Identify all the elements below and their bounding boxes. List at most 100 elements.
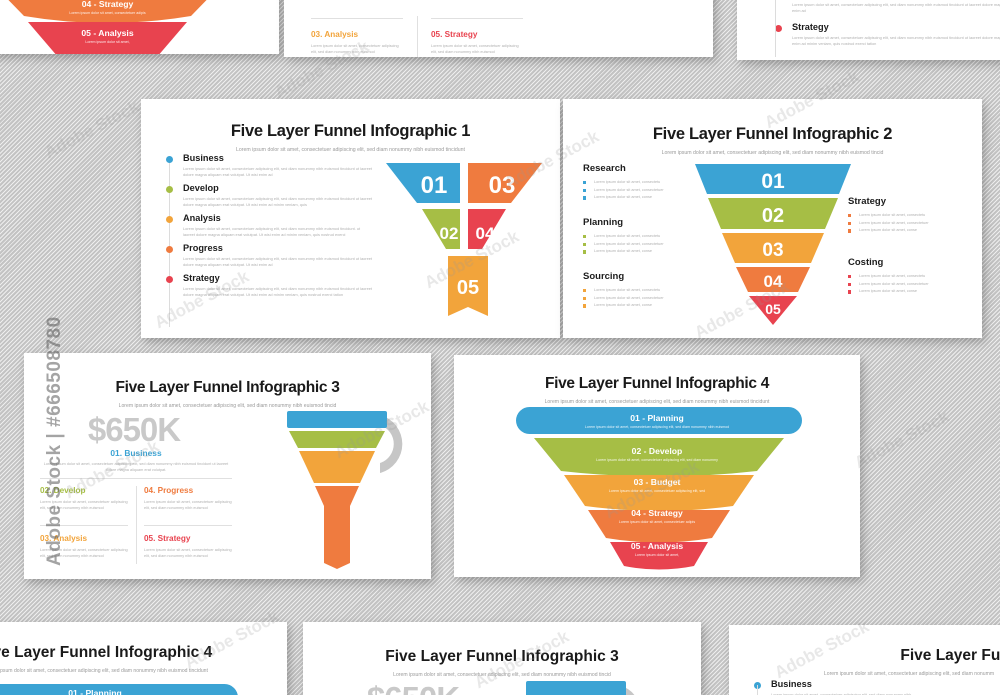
card1-item-list: Business Lorem ipsum dolor sit amet, con… xyxy=(163,153,373,327)
card1-funnel-number-03: 03 xyxy=(489,172,516,199)
card-infographic-2: Five Layer Funnel Infographic 2 Lorem ip… xyxy=(563,99,982,338)
card2-block-sourcing[interactable]: Sourcing Lorem ipsum dolor sit amet, con… xyxy=(583,271,695,311)
bullet-square-icon xyxy=(583,296,587,300)
divider xyxy=(144,525,232,526)
partial-tm-cell: 03. Analysis Lorem ipsum dolor sit amet,… xyxy=(311,30,401,56)
card1-funnel-number-01: 01 xyxy=(421,172,448,199)
card2-funnel-graphic: 01 02 03 04 05 xyxy=(695,164,851,325)
bullet-square-icon xyxy=(583,304,587,308)
card1-item-text: Lorem ipsum dolor sit amet, consectetuer… xyxy=(183,196,373,208)
bullet-dot-icon xyxy=(166,156,173,163)
partial-tr-item: Strategy Lorem ipsum dolor sit amet, con… xyxy=(772,22,1000,47)
card2-bullet: Lorem ipsum dolor sit amet, conse xyxy=(848,289,960,294)
card1-item-text: Lorem ipsum dolor sit amet, consectetuer… xyxy=(183,226,361,238)
card3-lead-block[interactable]: 01. Business Lorem ipsum dolor sit amet,… xyxy=(38,448,234,473)
partial-card-top-middle: 03. Analysis Lorem ipsum dolor sit amet,… xyxy=(284,0,713,57)
bullet-square-icon xyxy=(583,181,587,185)
partial-tl-layer5-text: Lorem ipsum dolor sit amet, xyxy=(85,40,130,44)
timeline-line xyxy=(775,0,777,57)
partial-br-subtitle: Lorem ipsum dolor sit amet, consectetuer… xyxy=(823,671,995,677)
card1-list-item[interactable]: Strategy Lorem ipsum dolor sit amet, con… xyxy=(163,273,373,298)
card3-big-number: $650K xyxy=(87,411,181,448)
card2-funnel-number-02: 02 xyxy=(762,205,784,227)
card1-list-item[interactable]: Progress Lorem ipsum dolor sit amet, con… xyxy=(163,243,373,268)
partial-card-bottom-left: Five Layer Funnel Infographic 4 Lorem ip… xyxy=(0,622,287,695)
timeline-line xyxy=(757,685,759,695)
partial-tm-cell: 05. Strategy Lorem ipsum dolor sit amet,… xyxy=(431,30,521,56)
partial-tl-layer5-label: 05 - Analysis xyxy=(81,28,134,38)
card3-title: Five Layer Funnel Infographic 3 xyxy=(115,379,340,396)
card3-cell-label: 05. Strategy xyxy=(144,534,191,543)
card3-cell-strategy[interactable]: 05. Strategy Lorem ipsum dolor sit amet,… xyxy=(144,534,234,560)
divider xyxy=(40,478,232,479)
partial-tm-cell-text: Lorem ipsum dolor sit amet, consectetuer… xyxy=(431,44,519,54)
bullet-square-icon xyxy=(583,196,587,200)
card1-funnel-graphic: 01 03 02 04 05 xyxy=(386,163,542,316)
card1-item-text: Lorem ipsum dolor sit amet, consectetuer… xyxy=(183,256,373,268)
partial-card-bottom-middle: Five Layer Funnel Infographic 3 Lorem ip… xyxy=(303,622,701,695)
card1-funnel-number-04: 04 xyxy=(476,224,495,243)
partial-bm-big-number: $650K xyxy=(358,680,468,695)
card2-title: Five Layer Funnel Infographic 2 xyxy=(652,125,893,143)
bullet-dot-icon xyxy=(166,186,173,194)
bullet-dot-icon xyxy=(775,25,782,32)
card3-lead-label: 01. Business xyxy=(110,448,162,458)
partial-br-item-label: Business xyxy=(771,679,812,689)
bullet-dot-icon xyxy=(166,216,173,224)
card1-title: Five Layer Funnel Infographic 1 xyxy=(230,122,471,140)
card2-bullet: Lorem ipsum dolor sit amet, consectetuer xyxy=(583,242,695,246)
divider xyxy=(311,18,403,19)
card1-subtitle: Lorem ipsum dolor sit amet, consectetuer… xyxy=(236,147,465,153)
bullet-square-icon xyxy=(583,188,587,192)
card3-funnel-graphic xyxy=(287,411,403,569)
card2-bullet: Lorem ipsum dolor sit amet, conse xyxy=(848,228,960,233)
divider xyxy=(431,18,523,19)
partial-tm-cell-label: 03. Analysis xyxy=(311,30,359,39)
bullet-square-icon xyxy=(583,242,587,246)
card3-cell-progress[interactable]: 04. Progress Lorem ipsum dolor sit amet,… xyxy=(144,486,234,512)
card2-bullet: Lorem ipsum dolor sit amet, consectetu xyxy=(848,274,960,279)
bullet-dot-icon xyxy=(166,276,173,284)
card2-block-label: Planning xyxy=(583,217,624,228)
partial-tl-layer4-text: Lorem ipsum dolor sit amet, consectetuer… xyxy=(69,11,146,15)
card1-list-item[interactable]: Business Lorem ipsum dolor sit amet, con… xyxy=(163,153,373,178)
partial-bl-title: Five Layer Funnel Infographic 4 xyxy=(0,644,213,661)
card2-funnel-number-05: 05 xyxy=(765,301,781,317)
card3-cell-text: Lorem ipsum dolor sit amet, consectetuer… xyxy=(40,500,128,510)
card1-item-label: Analysis xyxy=(183,213,221,224)
card2-block-planning[interactable]: Planning Lorem ipsum dolor sit amet, con… xyxy=(583,217,695,257)
partial-tl-layer4-label: 04 - Strategy xyxy=(81,0,134,9)
card2-block-strategy[interactable]: Strategy Lorem ipsum dolor sit amet, con… xyxy=(848,196,960,236)
card1-list-item[interactable]: Analysis Lorem ipsum dolor sit amet, con… xyxy=(163,213,373,238)
partial-tr-item-label: Strategy xyxy=(792,22,829,32)
card-infographic-3: Five Layer Funnel Infographic 3 Lorem ip… xyxy=(24,353,431,579)
divider xyxy=(40,525,128,526)
partial-br-title: Five Layer Funnel Infogra xyxy=(900,647,1000,664)
card3-cell-analysis[interactable]: 03. Analysis Lorem ipsum dolor sit amet,… xyxy=(40,534,130,560)
card2-bullet: Lorem ipsum dolor sit amet, consectetu xyxy=(583,234,695,239)
card2-bullet: Lorem ipsum dolor sit amet, consectetu xyxy=(583,180,695,185)
card2-block-label: Strategy xyxy=(848,196,887,207)
card2-block-label: Research xyxy=(583,163,626,174)
card1-item-text: Lorem ipsum dolor sit amet, consectetuer… xyxy=(183,166,373,178)
bullet-square-icon xyxy=(848,229,852,233)
card3-cell-develop[interactable]: 02. Develop Lorem ipsum dolor sit amet, … xyxy=(40,486,130,512)
card1-funnel-number-05: 05 xyxy=(457,277,479,299)
partial-funnel-bottom-right xyxy=(729,625,1000,695)
card3-cell-text: Lorem ipsum dolor sit amet, consectetuer… xyxy=(40,548,128,558)
card2-bullet: Lorem ipsum dolor sit amet, consectetuer xyxy=(848,221,960,225)
card3-cell-label: 04. Progress xyxy=(144,486,194,495)
partial-bl-layer1-label: 01 - Planning xyxy=(68,688,122,695)
card1-item-label: Develop xyxy=(183,183,219,194)
bullet-square-icon xyxy=(848,221,852,225)
card2-block-research[interactable]: Research Lorem ipsum dolor sit amet, con… xyxy=(583,163,695,203)
card-infographic-4: Five Layer Funnel Infographic 4 Lorem ip… xyxy=(454,355,860,577)
card3-cell-label: 02. Develop xyxy=(40,486,86,495)
card3-cell-label: 03. Analysis xyxy=(40,534,88,543)
card1-item-label: Progress xyxy=(183,243,223,254)
bullet-dot-icon xyxy=(166,246,173,254)
bullet-square-icon xyxy=(848,214,852,218)
card1-list-item[interactable]: Develop Lorem ipsum dolor sit amet, cons… xyxy=(163,183,373,208)
partial-funnel-top-left xyxy=(8,0,207,54)
card2-block-costing[interactable]: Costing Lorem ipsum dolor sit amet, cons… xyxy=(848,257,960,297)
